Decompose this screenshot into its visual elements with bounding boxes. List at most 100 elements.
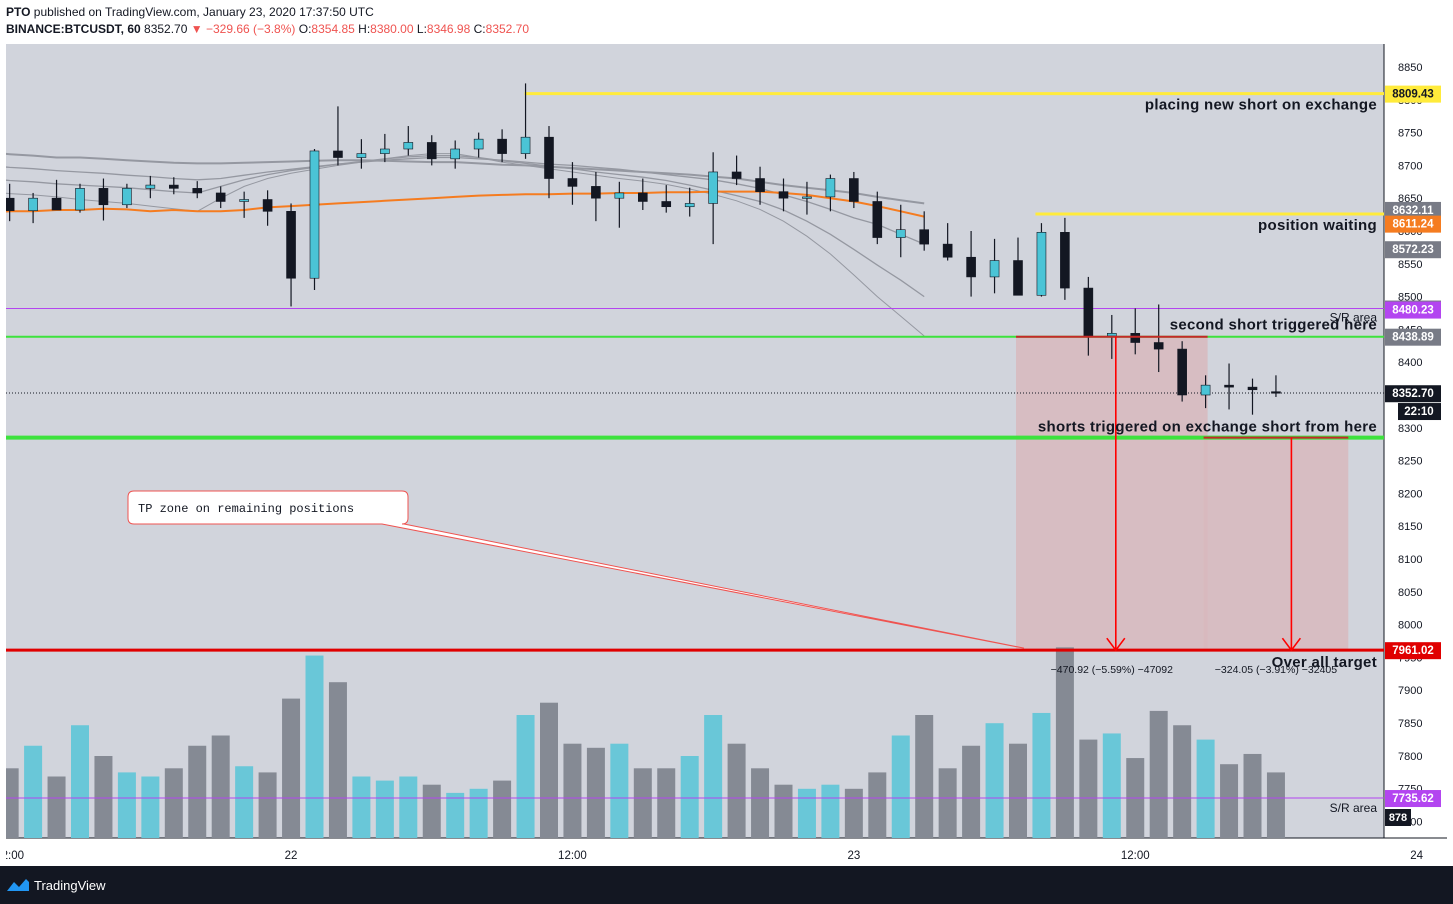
volume-bar [493, 780, 512, 838]
candle-body [989, 260, 1000, 278]
volume-axis-tag-bg [1385, 809, 1411, 826]
candle-body [591, 186, 601, 199]
candle-body [520, 136, 531, 154]
time-tick-label: 12:00 [6, 850, 24, 862]
volume-bar [1173, 725, 1192, 838]
candle-body [544, 136, 554, 179]
candle-body [966, 256, 976, 278]
author-name[interactable]: PTO [6, 5, 31, 19]
candle-body [145, 184, 156, 189]
volume-bar [24, 745, 43, 838]
candle-body [6, 197, 15, 211]
volume-bar [352, 776, 371, 838]
position-arrow-head-2 [1281, 637, 1302, 652]
volume-bar [164, 768, 183, 838]
candle-body [1013, 260, 1023, 296]
candle-body [1036, 232, 1047, 296]
volume-bar [94, 756, 113, 838]
volume-bar [774, 784, 793, 838]
candle-body [825, 178, 836, 198]
price-tag-level-7-bg [1385, 790, 1441, 808]
price-tag-5: 8352.70 [1392, 388, 1434, 400]
candle-body [1153, 342, 1164, 350]
candle-body [872, 201, 883, 238]
candle-body [309, 150, 320, 279]
price-tick-label: 8850 [1398, 62, 1422, 74]
volume-bar [1079, 739, 1098, 838]
callout-balloon[interactable] [127, 490, 1025, 649]
candle-body [75, 188, 85, 211]
candle-body [51, 197, 62, 211]
candle-body [1083, 287, 1094, 337]
candle-body [98, 188, 109, 206]
price-tag-1: 8632.11 [1393, 205, 1435, 217]
price-tick-label: 8100 [1398, 554, 1422, 566]
volume-bar [282, 698, 301, 838]
price-tag-level-6-bg [1385, 642, 1441, 660]
volume-bar [469, 788, 488, 838]
price-tag-level-1-bg [1385, 85, 1441, 103]
volume-bar [258, 772, 277, 838]
volume-bar [680, 756, 699, 838]
volume-bar [797, 788, 816, 838]
price-tag-level-7: 7735.62 [1392, 793, 1434, 805]
price-tag-1-bg [1385, 201, 1441, 219]
candle-body [802, 196, 812, 199]
symbol-info: BINANCE:BTCUSDT, 60 8352.70 ▼ −329.66 (−… [6, 22, 529, 36]
volume-bar [844, 788, 863, 838]
candle-body [380, 148, 390, 154]
price-axis[interactable] [1384, 44, 1447, 838]
volume-bar [6, 768, 19, 838]
volume-bar [962, 745, 981, 838]
volume-bar [446, 792, 465, 838]
footer-bar: TradingView [0, 866, 1453, 904]
volume-bar [633, 768, 652, 838]
symbol-name[interactable]: BINANCE:BTCUSDT, 60 [6, 22, 141, 36]
price-tag-level-4: 8438.89 [1392, 332, 1434, 344]
chart-area[interactable]: −470.92 (−5.59%) −47092 −324.05 (−3.91%) … [6, 44, 1447, 866]
candle-body [778, 191, 789, 199]
open-value: 8354.85 [311, 22, 355, 36]
candle-body [1060, 232, 1070, 289]
price-chart-svg[interactable]: −470.92 (−5.59%) −47092 −324.05 (−3.91%) … [6, 44, 1447, 866]
volume-bar [1196, 739, 1215, 838]
volume-bar [985, 723, 1004, 838]
position-zone-1[interactable] [1016, 336, 1208, 651]
candle-body [614, 192, 625, 199]
candle-body [1107, 333, 1117, 337]
position-zone-2[interactable] [1203, 437, 1349, 651]
candle-body [497, 138, 507, 154]
volume-bar [399, 776, 418, 838]
price-tick-label: 8400 [1398, 357, 1422, 369]
price-tick-label: 7850 [1398, 718, 1422, 730]
candle-body [1130, 333, 1141, 343]
volume-bar [305, 655, 324, 838]
candle-body [942, 243, 953, 258]
candle-body [637, 192, 648, 202]
time-axis[interactable] [6, 838, 1447, 866]
footer-brand[interactable]: TradingView [34, 878, 106, 893]
volume-bar [117, 772, 136, 838]
price-tick-label: 8700 [1398, 160, 1422, 172]
candle-body [1224, 384, 1234, 388]
candle-body [122, 188, 132, 206]
price-tick-label: 8050 [1398, 587, 1422, 599]
candle-body [755, 178, 765, 192]
volume-bar [915, 715, 934, 838]
volume-bar [586, 747, 605, 838]
price-tick-label: 8550 [1398, 259, 1422, 271]
position-stats-1: −470.92 (−5.59%) −47092 [1051, 664, 1173, 676]
candle-body [192, 188, 203, 194]
tradingview-logo-icon[interactable] [6, 877, 30, 893]
published-text: published on TradingView.com, January 23… [33, 5, 374, 19]
volume-bar [1032, 712, 1051, 838]
volume-bar [71, 725, 89, 838]
volume-bar [563, 743, 582, 838]
time-tick-label: 12:00 [1121, 850, 1150, 862]
high-label: H: [358, 22, 371, 36]
candle-body [286, 211, 296, 279]
volume-bar [1243, 753, 1262, 838]
price-tick-label: 8250 [1398, 456, 1422, 468]
candle-body [849, 178, 859, 202]
volume-bar [211, 735, 230, 838]
